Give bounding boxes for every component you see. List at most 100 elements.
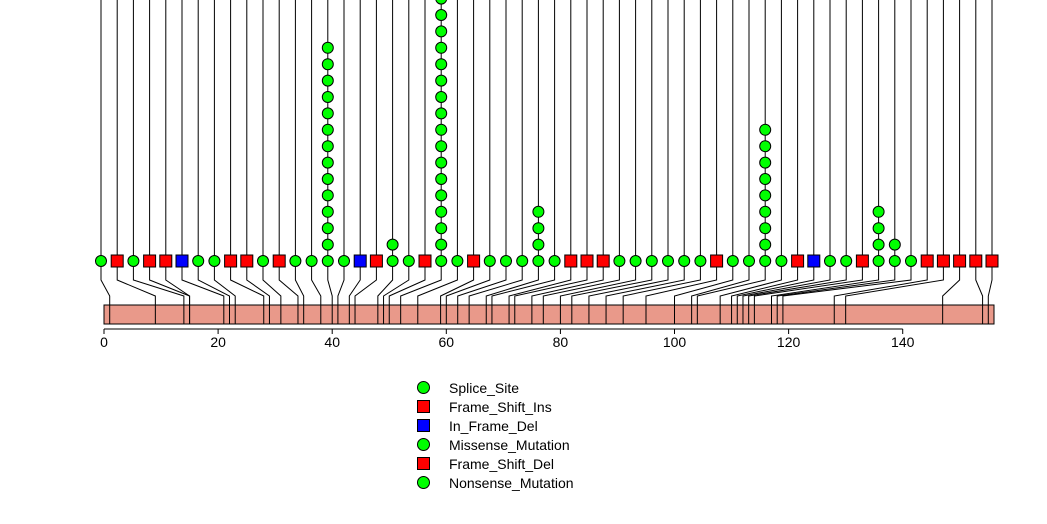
mutation-marker-circle[interactable] <box>872 255 885 267</box>
mutation-marker-circle[interactable] <box>435 205 448 218</box>
mutation-marker-circle[interactable] <box>95 255 107 267</box>
mutation-marker-circle[interactable] <box>386 255 399 267</box>
mutation-marker-circle[interactable] <box>435 238 448 251</box>
mutation-marker-circle[interactable] <box>759 189 772 202</box>
mutation-marker-circle[interactable] <box>888 238 901 251</box>
mutation-marker-circle[interactable] <box>435 41 448 54</box>
mutation-marker-circle[interactable] <box>662 255 674 267</box>
mutation-marker-square[interactable] <box>224 254 238 268</box>
mutation-marker-circle[interactable] <box>500 255 512 267</box>
mutation-marker-square[interactable] <box>369 254 383 268</box>
mutation-marker-square[interactable] <box>353 254 367 268</box>
mutation-marker-circle[interactable] <box>257 255 269 267</box>
mutation-marker-circle[interactable] <box>435 222 448 235</box>
mutation-marker-square[interactable] <box>969 254 983 268</box>
mutation-marker-circle[interactable] <box>435 0 448 5</box>
mutation-marker-square[interactable] <box>467 254 481 268</box>
mutation-marker-circle[interactable] <box>532 255 545 267</box>
mutation-marker-square[interactable] <box>564 254 578 268</box>
mutation-marker-circle[interactable] <box>321 74 334 87</box>
mutation-marker-circle[interactable] <box>321 205 334 218</box>
mutation-marker-square[interactable] <box>710 254 724 268</box>
mutation-marker-circle[interactable] <box>435 107 448 120</box>
mutation-marker-square[interactable] <box>936 254 950 268</box>
mutation-marker-circle[interactable] <box>775 255 788 267</box>
mutation-marker-square[interactable] <box>110 254 124 268</box>
mutation-marker-circle[interactable] <box>192 255 205 267</box>
mutation-marker-circle[interactable] <box>321 58 334 71</box>
mutation-marker-circle[interactable] <box>759 238 772 251</box>
mutation-marker-circle[interactable] <box>726 255 739 267</box>
mutation-marker-circle[interactable] <box>321 189 334 202</box>
mutation-marker-circle[interactable] <box>402 255 415 267</box>
mutation-marker-circle[interactable] <box>435 9 448 21</box>
mutation-marker-circle[interactable] <box>208 255 221 267</box>
mutation-marker-square[interactable] <box>175 254 189 268</box>
mutation-marker-circle[interactable] <box>451 255 464 267</box>
mutation-marker-circle[interactable] <box>759 140 772 153</box>
mutation-marker-circle[interactable] <box>435 58 448 71</box>
mutation-marker-circle[interactable] <box>289 255 302 267</box>
mutation-marker-square[interactable] <box>920 254 934 268</box>
mutation-marker-circle[interactable] <box>759 173 772 185</box>
mutation-marker-circle[interactable] <box>629 255 642 267</box>
mutation-marker-square[interactable] <box>791 254 805 268</box>
mutation-marker-circle[interactable] <box>532 222 545 235</box>
mutation-marker-circle[interactable] <box>435 123 448 136</box>
mutation-marker-circle[interactable] <box>386 238 399 251</box>
mutation-marker-circle[interactable] <box>759 255 772 267</box>
mutation-marker-square[interactable] <box>596 254 610 268</box>
mutation-marker-circle[interactable] <box>840 255 853 267</box>
mutation-marker-circle[interactable] <box>759 222 772 235</box>
mutation-marker-square[interactable] <box>272 254 286 268</box>
mutation-marker-circle[interactable] <box>872 222 885 235</box>
mutation-marker-square[interactable] <box>240 254 254 268</box>
mutation-marker-circle[interactable] <box>321 107 334 120</box>
mutation-marker-circle[interactable] <box>321 173 334 185</box>
mutation-marker-circle[interactable] <box>645 255 658 267</box>
mutation-marker-square[interactable] <box>418 254 432 268</box>
mutation-marker-square[interactable] <box>985 254 999 268</box>
mutation-marker-circle[interactable] <box>435 74 448 87</box>
mutation-marker-circle[interactable] <box>743 255 755 267</box>
mutation-marker-circle[interactable] <box>127 255 140 267</box>
mutation-marker-circle[interactable] <box>305 255 318 267</box>
mutation-marker-circle[interactable] <box>548 255 561 267</box>
mutation-marker-circle[interactable] <box>694 255 707 267</box>
mutation-marker-square[interactable] <box>159 254 173 268</box>
mutation-marker-square[interactable] <box>580 254 594 268</box>
mutation-marker-circle[interactable] <box>321 91 334 103</box>
mutation-marker-circle[interactable] <box>759 123 772 136</box>
mutation-marker-circle[interactable] <box>435 255 448 267</box>
mutation-marker-circle[interactable] <box>435 140 448 153</box>
mutation-marker-square[interactable] <box>807 254 821 268</box>
mutation-marker-square[interactable] <box>953 254 967 268</box>
mutation-marker-circle[interactable] <box>532 238 545 251</box>
mutation-marker-circle[interactable] <box>516 255 529 267</box>
mutation-marker-circle[interactable] <box>321 123 334 136</box>
mutation-marker-circle[interactable] <box>483 255 496 267</box>
mutation-marker-circle[interactable] <box>435 156 448 169</box>
mutation-marker-circle[interactable] <box>321 140 334 153</box>
mutation-marker-circle[interactable] <box>824 255 836 267</box>
mutation-marker-circle[interactable] <box>321 255 334 267</box>
mutation-marker-circle[interactable] <box>872 205 885 218</box>
mutation-marker-circle[interactable] <box>321 238 334 251</box>
mutation-marker-circle[interactable] <box>678 255 691 267</box>
mutation-marker-circle[interactable] <box>435 173 448 185</box>
mutation-marker-square[interactable] <box>143 254 157 268</box>
mutation-marker-circle[interactable] <box>321 222 334 235</box>
mutation-marker-circle[interactable] <box>872 238 885 251</box>
mutation-marker-circle[interactable] <box>759 205 772 218</box>
mutation-marker-circle[interactable] <box>613 255 626 267</box>
mutation-marker-circle[interactable] <box>435 25 448 38</box>
mutation-marker-circle[interactable] <box>435 189 448 202</box>
mutation-marker-circle[interactable] <box>888 255 901 267</box>
mutation-marker-circle[interactable] <box>532 205 545 218</box>
mutation-marker-circle[interactable] <box>759 156 772 169</box>
mutation-marker-circle[interactable] <box>338 255 350 267</box>
mutation-marker-circle[interactable] <box>905 255 917 267</box>
mutation-marker-circle[interactable] <box>321 156 334 169</box>
mutation-marker-square[interactable] <box>855 254 869 268</box>
mutation-marker-circle[interactable] <box>321 41 334 54</box>
